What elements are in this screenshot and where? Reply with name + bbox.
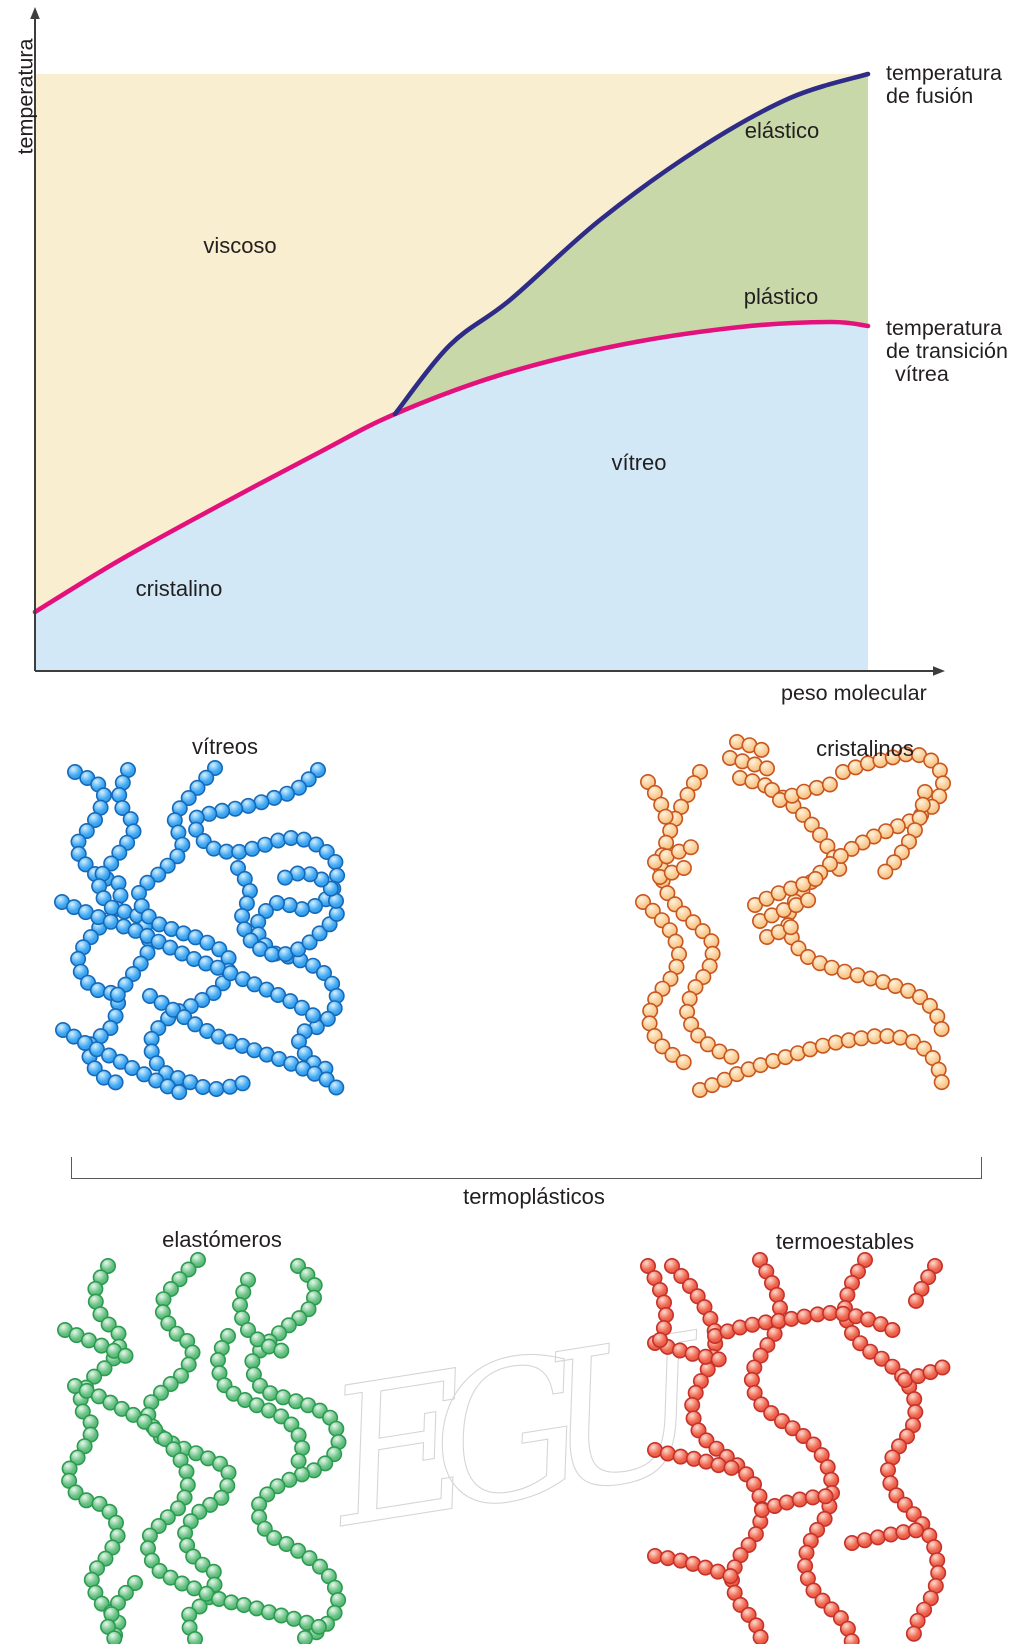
bead-chain	[210, 1328, 311, 1470]
axes	[30, 7, 945, 676]
x-axis-label: peso molecular	[781, 681, 927, 705]
bead-chain	[753, 1488, 834, 1519]
bead-chain	[877, 783, 933, 880]
elastomeros-diagram	[56, 1252, 347, 1644]
x-axis-arrow-icon	[933, 666, 945, 676]
transition-label-line2: de transición	[886, 339, 1008, 363]
bead-chain	[61, 1258, 128, 1644]
bead-chain	[140, 1252, 237, 1644]
vitreos-label: vítreos	[191, 734, 259, 759]
region-label-elastico: elástico	[745, 118, 820, 143]
termoplasticos-bracket	[71, 1157, 982, 1179]
bead-chain	[646, 839, 699, 870]
region-vitreo-cristalino	[35, 321, 868, 671]
bead-chain	[53, 893, 321, 1024]
cristalinos-label: cristalinos	[816, 736, 914, 761]
phase-diagram: viscoso elástico plástico vítreo cristal…	[30, 7, 945, 676]
bead-chain	[706, 1305, 901, 1345]
bead-chains	[53, 733, 951, 1644]
bead-chain	[100, 1575, 144, 1644]
bead-chain	[758, 919, 799, 945]
bead-chain	[652, 763, 740, 1065]
bead-chain	[646, 1442, 740, 1476]
bead-chain	[131, 759, 251, 1098]
bead-chain	[907, 1258, 943, 1309]
bead-chain	[67, 1378, 327, 1635]
region-label-cristalino: cristalino	[136, 576, 223, 601]
bead-chain	[91, 761, 157, 1003]
termoplasticos-label: termoplásticos	[463, 1184, 605, 1209]
bead-chain	[721, 749, 775, 777]
bead-chain	[56, 1322, 134, 1364]
bead-chain	[54, 1021, 188, 1101]
region-elastico-plastico	[395, 74, 868, 414]
cristalinos-diagram	[634, 733, 951, 1099]
transition-label-line3: vítrea	[895, 362, 949, 386]
bead-chain	[634, 893, 692, 1071]
region-label-viscoso: viscoso	[203, 233, 276, 258]
bead-chain	[771, 776, 838, 808]
bead-chain	[142, 987, 345, 1096]
fusion-label-line1: temperatura	[886, 61, 1002, 85]
y-axis-arrow-icon	[30, 7, 40, 19]
bead-chain	[746, 870, 824, 913]
fusion-curve	[392, 71, 871, 417]
bead-chain	[843, 1522, 924, 1552]
fusion-curve-label: temperatura de fusión	[886, 62, 1002, 108]
phase-curves	[32, 71, 871, 615]
transition-curve	[32, 319, 871, 615]
termoestables-diagram	[639, 1252, 951, 1644]
bead-chain	[728, 733, 770, 758]
transition-curve-label: temperatura de transición vítrea	[886, 317, 1008, 386]
region-label-vitreo: vítreo	[611, 450, 666, 475]
bead-chain	[651, 859, 692, 885]
bead-chain	[646, 1548, 739, 1585]
bead-chain	[230, 859, 345, 963]
bead-chain	[691, 1028, 950, 1099]
transition-label-line1: temperatura	[886, 316, 1002, 340]
bead-chain	[896, 1359, 951, 1389]
bead-chain	[232, 1272, 290, 1359]
termoestables-label: termoestables	[775, 1229, 915, 1254]
region-label-plastico: plástico	[744, 284, 819, 309]
vitreos-diagram	[53, 759, 346, 1101]
bead-chain	[639, 773, 674, 825]
elastomeros-label: elastómeros	[162, 1227, 282, 1252]
bead-chain	[639, 1258, 674, 1349]
bead-chain	[743, 1252, 860, 1644]
bead-chain	[244, 1258, 347, 1644]
fusion-label-line2: de fusión	[886, 84, 974, 108]
bead-chain	[751, 892, 817, 929]
